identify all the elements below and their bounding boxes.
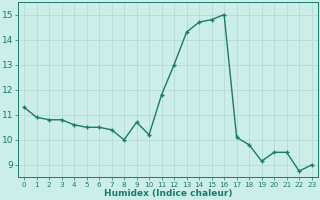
X-axis label: Humidex (Indice chaleur): Humidex (Indice chaleur) — [104, 189, 232, 198]
